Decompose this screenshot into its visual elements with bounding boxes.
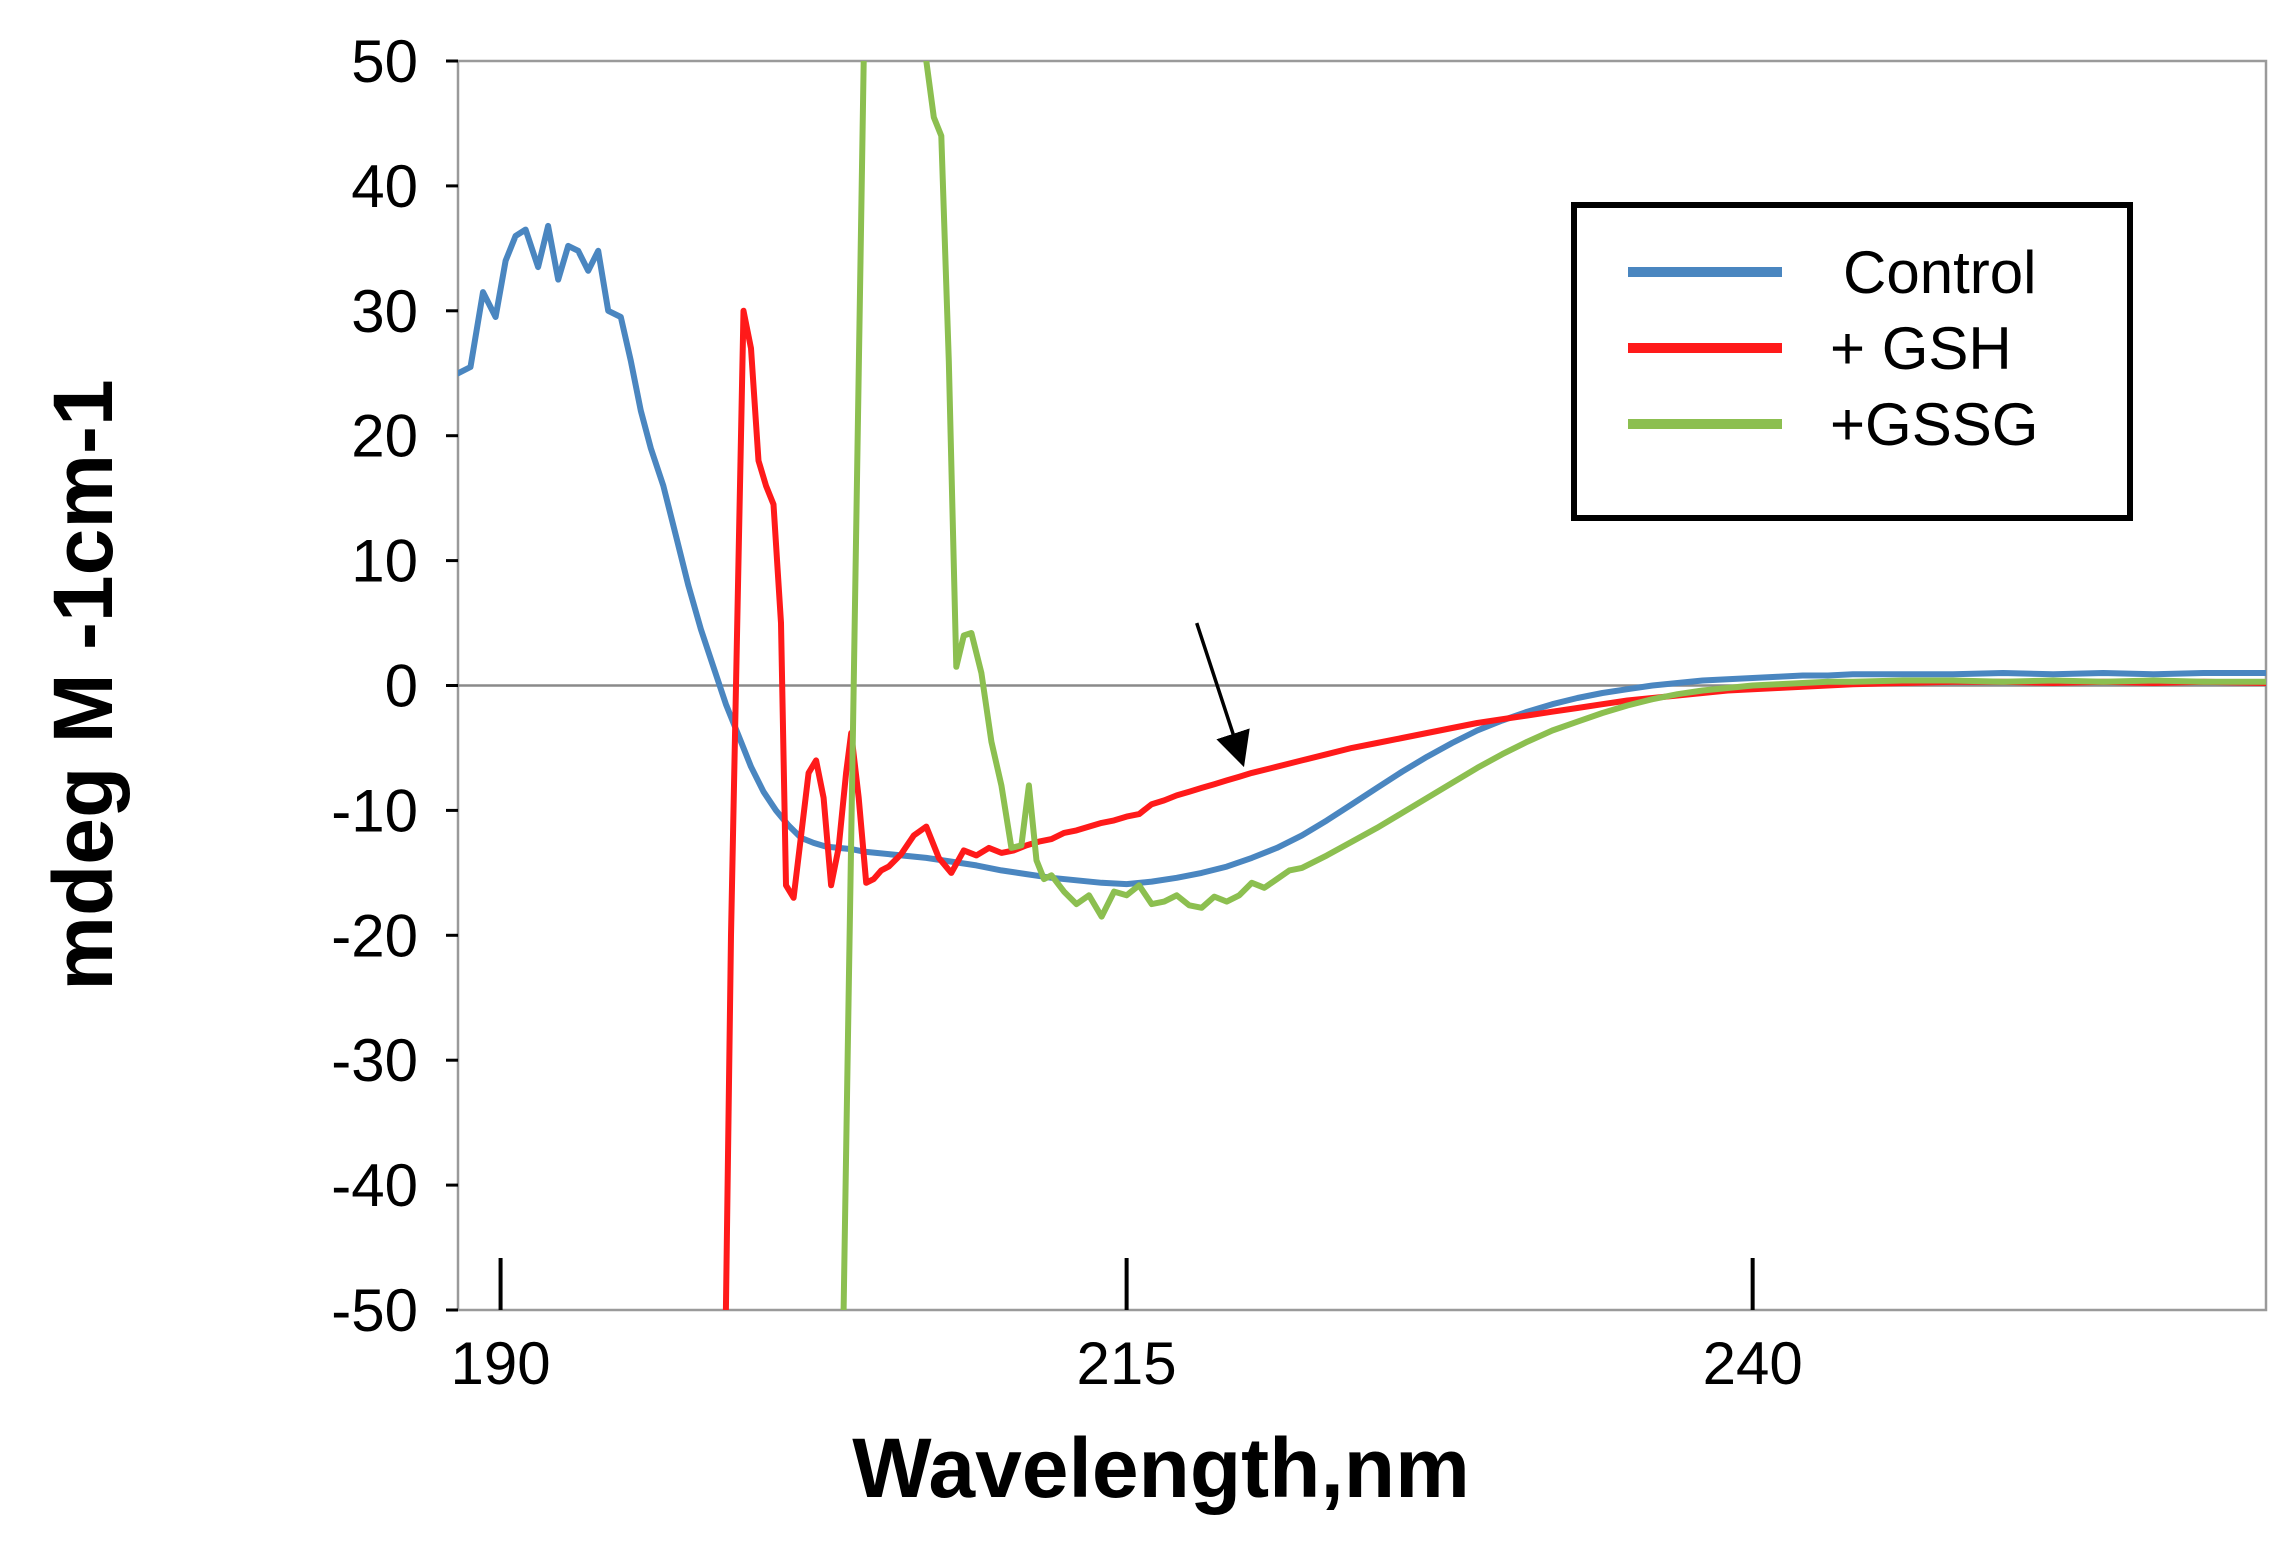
series-lines bbox=[458, 61, 2266, 1310]
legend-label-control: Control bbox=[1843, 239, 2036, 306]
annotation bbox=[1195, 622, 1250, 768]
y-tick-label: 10 bbox=[351, 528, 418, 595]
y-tick-label: 20 bbox=[351, 403, 418, 470]
y-tick-label: 30 bbox=[351, 278, 418, 345]
y-tick-label: -10 bbox=[331, 777, 418, 844]
y-axis-title: mdeg M -1cm-1 bbox=[36, 379, 130, 990]
series-line-gssg bbox=[840, 61, 2266, 1310]
y-tick-label: -20 bbox=[331, 902, 418, 969]
annotation-arrow bbox=[1195, 622, 1250, 768]
y-tick-label: 50 bbox=[351, 28, 418, 95]
y-tick-label: 40 bbox=[351, 153, 418, 220]
x-tick-label: 215 bbox=[1077, 1330, 1177, 1397]
legend-label-gssg: +GSSG bbox=[1830, 391, 2038, 458]
legend: Control + GSH +GSSG bbox=[1571, 202, 2133, 521]
y-axis: 50 40 30 20 10 0 -10 -20 -30 -40 -50 bbox=[331, 28, 458, 1344]
x-tick-label: 240 bbox=[1703, 1330, 1803, 1397]
x-axis-title: Wavelength,nm bbox=[852, 1421, 1470, 1515]
y-tick-label: -50 bbox=[331, 1277, 418, 1344]
y-tick-label: -30 bbox=[331, 1027, 418, 1094]
x-tick-label: 190 bbox=[451, 1330, 551, 1397]
y-tick-label: 0 bbox=[385, 653, 418, 720]
legend-label-gsh: + GSH bbox=[1830, 315, 2012, 382]
series-line-control bbox=[458, 222, 2266, 888]
legend-box bbox=[1571, 202, 2133, 521]
y-tick-label: -40 bbox=[331, 1152, 418, 1219]
x-axis: 190 215 240 bbox=[451, 1258, 1803, 1397]
